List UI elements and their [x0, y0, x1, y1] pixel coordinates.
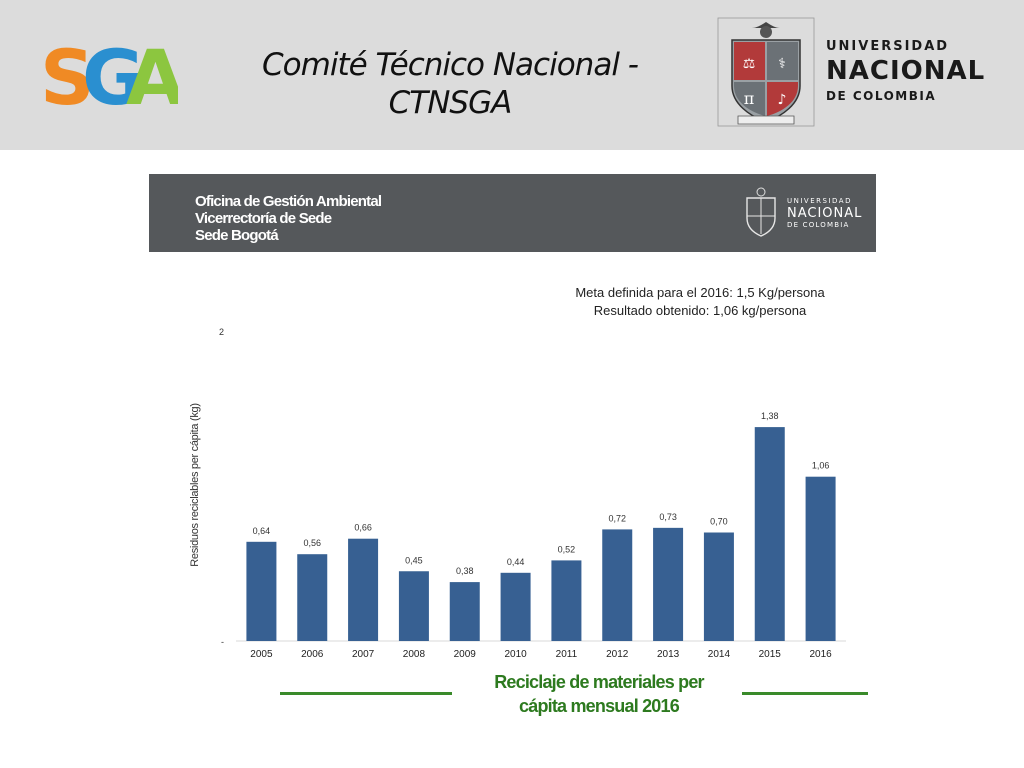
- x-tick-label-2005: 2005: [250, 649, 273, 660]
- x-tick-label-2012: 2012: [606, 649, 629, 660]
- office-university-line3: DE COLOMBIA: [787, 221, 850, 229]
- decorative-line-left: [280, 692, 452, 695]
- svg-text:S: S: [40, 34, 95, 114]
- university-line2: NACIONAL: [826, 56, 986, 86]
- x-tick-label-2016: 2016: [809, 649, 832, 660]
- bar-2006: [297, 554, 328, 641]
- office-line2: Vicerrectoría de Sede: [195, 210, 332, 227]
- chart-subtitle-line1: Reciclaje de materiales per: [494, 672, 704, 692]
- x-tick-label-2014: 2014: [708, 649, 731, 660]
- svg-text:♪: ♪: [778, 92, 787, 108]
- bar-2015: [754, 427, 785, 641]
- bar-2008: [398, 571, 429, 641]
- bar-2012: [602, 529, 633, 641]
- data-label-2011: 0,52: [558, 544, 576, 554]
- data-label-2010: 0,44: [507, 557, 525, 567]
- chart-subtitle-line2: cápita mensual 2016: [519, 696, 680, 716]
- bar-2009: [449, 582, 480, 641]
- svg-text:π: π: [744, 89, 755, 108]
- office-text: Oficina de Gestión Ambiental Vicerrector…: [195, 193, 382, 244]
- office-line1: Oficina de Gestión Ambiental: [195, 193, 382, 210]
- x-tick-label-2015: 2015: [759, 649, 782, 660]
- university-wordmark: UNIVERSIDAD NACIONAL DE COLOMBIA: [826, 40, 985, 102]
- office-line3: Sede Bogotá: [195, 227, 279, 244]
- x-tick-label-2008: 2008: [403, 649, 426, 660]
- office-shield-icon: [746, 187, 776, 237]
- y-tick-label: -: [221, 637, 224, 647]
- data-label-2005: 0,64: [253, 526, 271, 536]
- header-band: [0, 0, 1024, 150]
- x-tick-label-2011: 2011: [556, 649, 578, 660]
- bar-2016: [805, 476, 836, 641]
- data-label-2006: 0,56: [303, 538, 321, 548]
- data-label-2012: 0,72: [608, 513, 626, 523]
- office-university-wordmark: UNIVERSIDAD NACIONAL DE COLOMBIA: [787, 198, 862, 229]
- data-label-2016: 1,06: [812, 461, 830, 471]
- office-banner: Oficina de Gestión Ambiental Vicerrector…: [149, 174, 876, 252]
- decorative-line-right: [742, 692, 868, 695]
- bar-2011: [551, 560, 582, 641]
- data-label-2014: 0,70: [710, 517, 728, 527]
- svg-text:⚖: ⚖: [743, 56, 756, 72]
- university-line3: DE COLOMBIA: [826, 89, 937, 103]
- data-label-2013: 0,73: [659, 512, 677, 522]
- chart-annotation: Meta definida para el 2016: 1,5 Kg/perso…: [540, 284, 860, 320]
- x-tick-label-2010: 2010: [504, 649, 527, 660]
- x-tick-label-2007: 2007: [352, 649, 375, 660]
- university-line1: UNIVERSIDAD: [826, 39, 950, 54]
- university-shield-icon: ⚖ ⚕ π ♪: [717, 17, 815, 127]
- bar-2014: [703, 532, 734, 641]
- page-title-line1: Comité Técnico Nacional -: [262, 47, 639, 83]
- page-title-line2: CTNSGA: [388, 85, 513, 121]
- x-tick-label-2013: 2013: [657, 649, 680, 660]
- data-label-2007: 0,66: [354, 523, 372, 533]
- bar-2010: [500, 572, 531, 641]
- bar-2007: [348, 538, 379, 641]
- svg-text:A: A: [126, 34, 178, 114]
- y-tick-label: 2: [219, 327, 224, 337]
- data-label-2008: 0,45: [405, 555, 423, 565]
- bar-2013: [653, 527, 684, 641]
- data-label-2009: 0,38: [456, 566, 474, 576]
- svg-text:G: G: [82, 34, 144, 114]
- chart-subtitle: Reciclaje de materiales per cápita mensu…: [454, 670, 744, 718]
- bar-2005: [246, 541, 277, 641]
- office-university-line1: UNIVERSIDAD: [787, 197, 852, 205]
- svg-text:⚕: ⚕: [778, 56, 786, 72]
- x-tick-label-2006: 2006: [301, 649, 324, 660]
- office-university-line2: NACIONAL: [787, 206, 863, 221]
- annotation-result: Resultado obtenido: 1,06 kg/persona: [593, 303, 807, 318]
- data-label-2015: 1,38: [761, 411, 779, 421]
- annotation-goal: Meta definida para el 2016: 1,5 Kg/perso…: [575, 285, 825, 300]
- page-title: Comité Técnico Nacional - CTNSGA: [230, 46, 670, 122]
- x-tick-label-2009: 2009: [454, 649, 477, 660]
- sga-logo: S G A: [40, 34, 178, 114]
